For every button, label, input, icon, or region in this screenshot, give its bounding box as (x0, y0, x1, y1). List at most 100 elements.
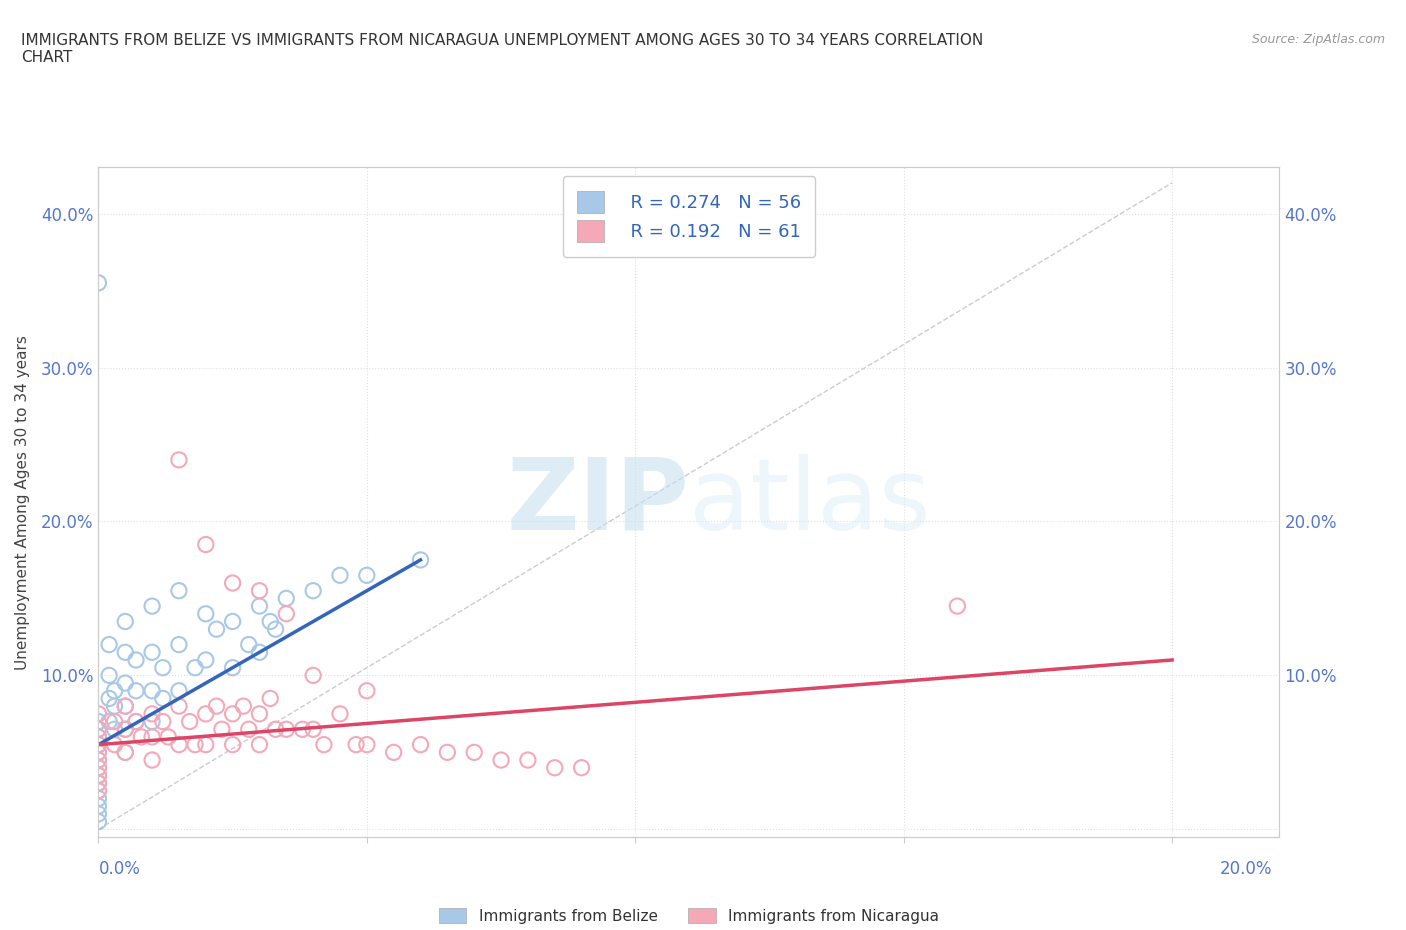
Point (87, 768, 110, 783)
Point (131, 729, 153, 744)
Point (194, 653, 217, 668)
Point (221, 707, 243, 722)
Point (302, 722, 325, 737)
Point (125, 653, 148, 668)
Point (194, 707, 217, 722)
Point (114, 698, 136, 713)
Point (489, 752, 512, 767)
Point (167, 698, 190, 713)
Point (409, 737, 432, 752)
Point (356, 684, 378, 698)
Point (167, 637, 190, 652)
Point (264, 722, 287, 737)
Text: 0.0%: 0.0% (98, 860, 141, 878)
Text: IMMIGRANTS FROM BELIZE VS IMMIGRANTS FROM NICARAGUA UNEMPLOYMENT AMONG AGES 30 T: IMMIGRANTS FROM BELIZE VS IMMIGRANTS FRO… (21, 33, 983, 65)
Point (221, 576, 243, 591)
Point (141, 684, 163, 698)
Point (232, 698, 254, 713)
Point (409, 552, 432, 567)
Point (276, 606, 298, 621)
Point (276, 722, 298, 737)
Point (87, 761, 110, 776)
Point (249, 599, 271, 614)
Point (249, 644, 271, 659)
Point (344, 737, 367, 752)
Point (238, 637, 260, 652)
Point (103, 737, 125, 752)
Text: 20.0%: 20.0% (1220, 860, 1272, 878)
Point (329, 707, 352, 722)
Point (141, 729, 163, 744)
Point (87, 714, 110, 729)
Point (302, 668, 325, 683)
Legend: Immigrants from Belize, Immigrants from Nicaragua: Immigrants from Belize, Immigrants from … (433, 901, 945, 930)
Point (103, 714, 125, 729)
Point (87, 722, 110, 737)
Point (264, 622, 287, 637)
Point (221, 737, 243, 752)
Point (179, 714, 201, 729)
Point (463, 745, 485, 760)
Point (152, 660, 174, 675)
Point (114, 675, 136, 690)
Point (114, 745, 136, 760)
Point (152, 714, 174, 729)
Point (87, 737, 110, 752)
Point (87, 707, 110, 722)
Point (194, 606, 217, 621)
Point (249, 583, 271, 598)
Point (125, 714, 148, 729)
Point (87, 806, 110, 821)
Point (141, 644, 163, 659)
Point (87, 745, 110, 760)
Point (211, 722, 233, 737)
Point (98, 668, 121, 683)
Point (312, 737, 335, 752)
Point (152, 691, 174, 706)
Point (276, 591, 298, 605)
Point (382, 745, 405, 760)
Point (141, 599, 163, 614)
Point (87, 783, 110, 798)
Point (205, 698, 228, 713)
Point (87, 776, 110, 790)
Point (141, 752, 163, 767)
Point (87, 737, 110, 752)
Point (103, 722, 125, 737)
Point (356, 568, 378, 583)
Point (114, 614, 136, 629)
Point (167, 452, 190, 467)
Point (291, 722, 314, 737)
Text: atlas: atlas (689, 454, 931, 551)
Point (141, 714, 163, 729)
Point (114, 745, 136, 760)
Point (184, 660, 207, 675)
Point (167, 583, 190, 598)
Point (87, 745, 110, 760)
Point (87, 729, 110, 744)
Point (194, 737, 217, 752)
Point (259, 614, 281, 629)
Y-axis label: Unemployment Among Ages 30 to 34 years: Unemployment Among Ages 30 to 34 years (15, 335, 30, 670)
Point (87, 768, 110, 783)
Point (184, 737, 207, 752)
Point (571, 761, 593, 776)
Point (87, 722, 110, 737)
Point (221, 614, 243, 629)
Point (87, 752, 110, 767)
Point (87, 275, 110, 290)
Point (87, 729, 110, 744)
Point (87, 783, 110, 798)
Point (87, 752, 110, 767)
Point (103, 698, 125, 713)
Point (87, 761, 110, 776)
Point (87, 814, 110, 829)
Point (436, 745, 458, 760)
Point (125, 714, 148, 729)
Point (141, 707, 163, 722)
Point (946, 599, 969, 614)
Point (98, 691, 121, 706)
Text: ZIP: ZIP (506, 454, 689, 551)
Point (544, 761, 567, 776)
Text: Source: ZipAtlas.com: Source: ZipAtlas.com (1251, 33, 1385, 46)
